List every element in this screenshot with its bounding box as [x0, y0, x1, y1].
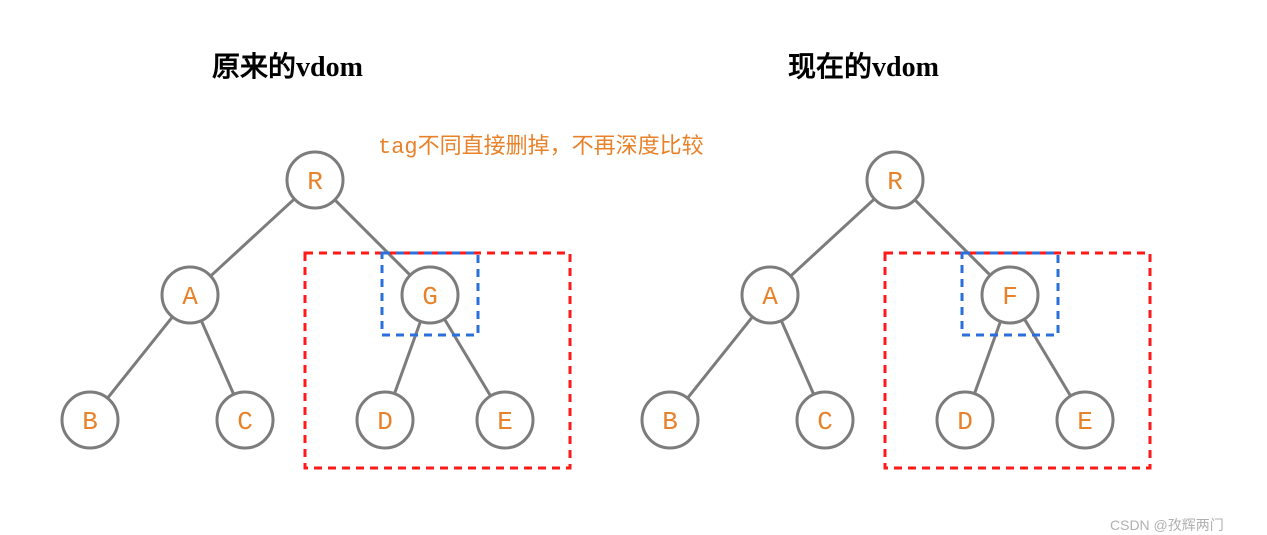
tree-node-label: R [887, 167, 903, 197]
tree-node-c: C [797, 392, 853, 448]
diagram-canvas: 原来的vdom 现在的vdom tag不同直接删掉，不再深度比较 RAGBCDE… [0, 0, 1267, 531]
tree-node-label: F [1002, 282, 1018, 312]
tree-node-r: R [867, 152, 923, 208]
tree-edge [781, 321, 813, 395]
tree-node-label: A [762, 282, 778, 312]
watermark: CSDN @孜辉两门 [1110, 515, 1224, 535]
tree-node-e: E [1057, 392, 1113, 448]
tree-node-label: B [662, 407, 678, 437]
tree-right: R A F B C D E [0, 0, 1267, 531]
tree-edge [791, 199, 875, 276]
tree-node-label: D [957, 407, 973, 437]
tree-node-b: B [642, 392, 698, 448]
tree-node-label: E [1077, 407, 1093, 437]
tree-node-label: C [817, 407, 833, 437]
tree-edge [915, 200, 990, 275]
tree-node-a: A [742, 267, 798, 323]
tree-edge [1024, 319, 1070, 396]
tree-edge [687, 317, 752, 398]
tree-edge [974, 321, 1000, 393]
tree-node-f: F [982, 267, 1038, 323]
tree-node-d: D [937, 392, 993, 448]
